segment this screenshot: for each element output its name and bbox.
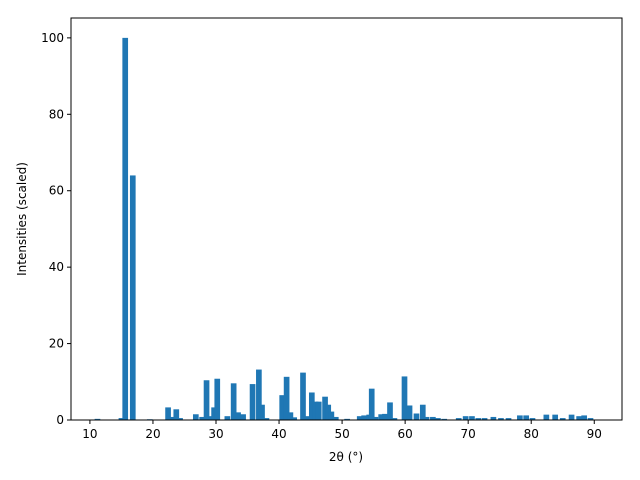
bar xyxy=(332,416,339,420)
bar xyxy=(308,392,315,420)
bar xyxy=(523,415,530,420)
bar xyxy=(462,416,469,420)
bar xyxy=(312,401,319,420)
bar xyxy=(199,416,205,420)
bar xyxy=(211,407,217,420)
y-tick-label: 60 xyxy=(49,184,64,198)
x-tick-label: 10 xyxy=(82,427,97,441)
bar xyxy=(224,416,231,420)
bar xyxy=(559,418,566,420)
bar xyxy=(322,396,328,420)
bar xyxy=(581,415,588,420)
bar xyxy=(315,401,322,420)
bar xyxy=(173,409,180,420)
bar xyxy=(543,414,550,420)
bar xyxy=(568,414,575,420)
bar xyxy=(498,418,504,420)
bar xyxy=(203,380,210,420)
bar xyxy=(328,411,335,420)
bar xyxy=(419,404,426,420)
bar xyxy=(406,405,413,420)
bar xyxy=(430,416,436,420)
bar xyxy=(305,416,311,420)
bar xyxy=(291,417,298,420)
bar xyxy=(372,416,379,420)
bar xyxy=(129,175,136,420)
bar xyxy=(263,418,270,420)
y-tick-label: 80 xyxy=(49,107,64,121)
plot-frame xyxy=(70,17,623,421)
bar xyxy=(587,418,594,420)
bar xyxy=(413,413,420,420)
x-tick-label: 40 xyxy=(271,427,286,441)
bar xyxy=(423,416,430,420)
bar xyxy=(361,415,367,420)
bar xyxy=(475,418,482,420)
bar xyxy=(576,416,582,420)
bar xyxy=(391,418,398,420)
bar xyxy=(240,414,246,420)
bar xyxy=(455,418,462,420)
x-tick-label: 50 xyxy=(334,427,349,441)
bar xyxy=(505,418,512,420)
bar xyxy=(529,418,536,420)
x-tick-label: 70 xyxy=(461,427,476,441)
bar xyxy=(368,388,375,420)
bar xyxy=(552,414,559,420)
y-tick-label: 100 xyxy=(41,31,64,45)
bar xyxy=(177,418,183,420)
bar xyxy=(441,418,448,420)
bar xyxy=(235,412,241,420)
bar xyxy=(208,416,214,420)
x-axis-label: 2θ (°) xyxy=(329,450,363,464)
y-tick-label: 0 xyxy=(56,413,64,427)
bar xyxy=(214,378,221,420)
bar xyxy=(283,376,290,420)
x-tick-label: 30 xyxy=(208,427,223,441)
bar xyxy=(517,415,523,420)
bar xyxy=(287,412,294,420)
bar xyxy=(122,37,129,420)
bar xyxy=(94,418,101,420)
y-tick-label: 40 xyxy=(49,260,64,274)
bar xyxy=(481,418,488,420)
bar xyxy=(382,413,388,420)
bar xyxy=(356,416,363,420)
bar xyxy=(230,383,237,420)
bar xyxy=(249,384,256,420)
bar xyxy=(469,416,475,420)
bar xyxy=(256,369,262,420)
bar xyxy=(118,418,125,420)
bar xyxy=(165,407,171,420)
x-tick-label: 90 xyxy=(587,427,602,441)
x-tick-label: 60 xyxy=(397,427,412,441)
bar xyxy=(279,395,286,420)
x-tick-label: 20 xyxy=(145,427,160,441)
bar xyxy=(378,414,385,420)
bar xyxy=(259,404,265,420)
y-axis-label: Intensities (scaled) xyxy=(15,162,29,276)
bar xyxy=(325,404,332,420)
bar xyxy=(192,414,199,420)
bar xyxy=(300,372,306,420)
bar xyxy=(490,416,497,420)
bar xyxy=(387,402,393,420)
bar xyxy=(435,418,441,420)
bar xyxy=(169,416,175,420)
x-tick-label: 80 xyxy=(524,427,539,441)
bar xyxy=(344,418,350,420)
bar xyxy=(401,376,408,420)
y-tick-label: 20 xyxy=(49,337,64,351)
